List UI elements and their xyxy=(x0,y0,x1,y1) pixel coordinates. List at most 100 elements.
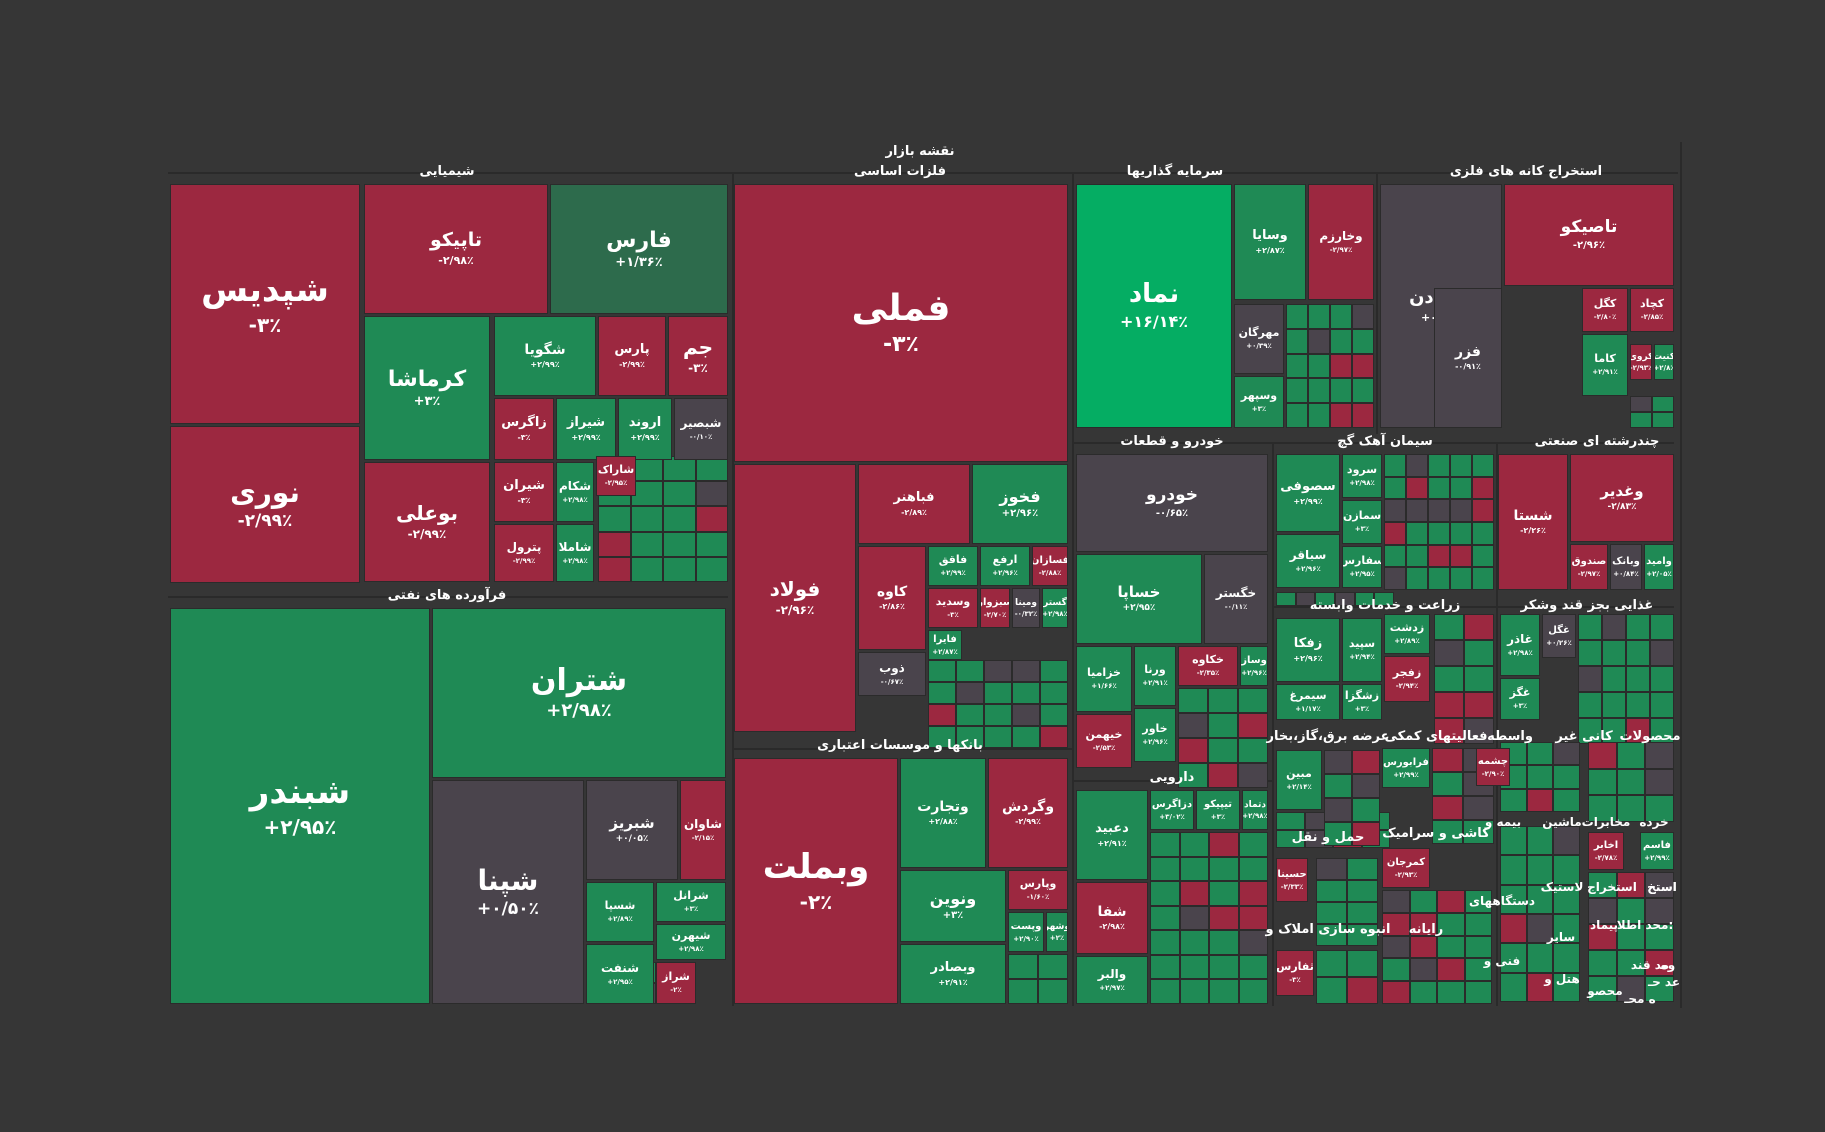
small-symbol-tile[interactable] xyxy=(1040,682,1068,704)
small-symbol-tile[interactable] xyxy=(1352,304,1374,329)
small-symbol-tile[interactable] xyxy=(1324,822,1352,846)
small-symbol-tile[interactable] xyxy=(1208,763,1238,788)
symbol-tile[interactable]: فایرا +۲/۸۷٪ xyxy=(928,630,962,660)
symbol-tile[interactable]: بوعلی -۲/۹۹٪ xyxy=(364,462,490,582)
small-symbol-tile[interactable] xyxy=(984,704,1012,726)
symbol-tile[interactable]: صندوق -۲/۹۷٪ xyxy=(1570,544,1608,590)
small-symbol-tile[interactable] xyxy=(1324,774,1352,798)
small-symbol-tile[interactable] xyxy=(1553,943,1580,973)
small-symbol-tile[interactable] xyxy=(1382,912,1410,936)
small-symbol-tile[interactable] xyxy=(1179,930,1209,955)
small-symbol-tile[interactable] xyxy=(695,506,728,532)
symbol-tile[interactable]: زفجر -۲/۹۴٪ xyxy=(1384,656,1430,702)
symbol-tile[interactable]: زاگرس -۳٪ xyxy=(494,398,554,460)
symbol-tile[interactable]: شبندر +۲/۹۵٪ xyxy=(170,608,430,1004)
small-symbol-tile[interactable] xyxy=(1434,614,1464,640)
symbol-tile[interactable]: سبزوار-۲/۷۰٪ xyxy=(980,588,1010,628)
symbol-tile[interactable]: سفارس +۲/۹۵٪ xyxy=(1342,546,1382,588)
symbol-tile[interactable]: شیهرن +۲/۹۸٪ xyxy=(656,924,726,960)
small-symbol-tile[interactable] xyxy=(1463,820,1494,844)
small-symbol-tile[interactable] xyxy=(1352,822,1380,846)
small-symbol-tile[interactable] xyxy=(1409,981,1437,1004)
small-symbol-tile[interactable] xyxy=(695,481,728,507)
symbol-tile[interactable]: وگردش -۲/۹۹٪ xyxy=(988,758,1068,868)
small-symbol-tile[interactable] xyxy=(1645,976,1674,1002)
symbol-tile[interactable]: خساپا +۲/۹۵٪ xyxy=(1076,554,1202,644)
small-symbol-tile[interactable] xyxy=(1308,304,1330,329)
small-symbol-tile[interactable] xyxy=(1409,912,1437,936)
small-symbol-tile[interactable] xyxy=(1238,881,1268,906)
symbol-tile[interactable]: شاملا +۲/۹۸٪ xyxy=(556,524,594,582)
small-symbol-tile[interactable] xyxy=(1526,884,1554,914)
symbol-tile[interactable]: خگستر -۰/۱۱٪ xyxy=(1204,554,1268,644)
symbol-tile[interactable]: فملی -۳٪ xyxy=(734,184,1068,462)
small-symbol-tile[interactable] xyxy=(695,556,728,582)
small-symbol-tile[interactable] xyxy=(1330,403,1352,428)
small-symbol-tile[interactable] xyxy=(1437,890,1465,913)
small-symbol-tile[interactable] xyxy=(1652,396,1674,412)
small-symbol-tile[interactable] xyxy=(1464,912,1492,936)
symbol-tile[interactable]: حسینا -۲/۳۳٪ xyxy=(1276,858,1308,902)
small-symbol-tile[interactable] xyxy=(1526,765,1554,789)
small-symbol-tile[interactable] xyxy=(1616,924,1646,950)
small-symbol-tile[interactable] xyxy=(1630,396,1652,412)
symbol-tile[interactable]: زشگزا +۳٪ xyxy=(1342,684,1382,720)
symbol-tile[interactable]: کرماشا +۳٪ xyxy=(364,316,490,460)
symbol-tile[interactable]: فارس +۱/۳۶٪ xyxy=(550,184,728,314)
small-symbol-tile[interactable] xyxy=(1316,977,1347,1004)
small-symbol-tile[interactable] xyxy=(1178,688,1208,713)
small-symbol-tile[interactable] xyxy=(1526,788,1554,812)
small-symbol-tile[interactable] xyxy=(1472,522,1494,545)
small-symbol-tile[interactable] xyxy=(1382,958,1410,982)
small-symbol-tile[interactable] xyxy=(1500,914,1527,944)
symbol-tile[interactable]: وسایا +۲/۸۷٪ xyxy=(1234,184,1306,300)
small-symbol-tile[interactable] xyxy=(598,506,631,532)
small-symbol-tile[interactable] xyxy=(928,726,956,748)
small-symbol-tile[interactable] xyxy=(1526,826,1554,856)
symbol-tile[interactable]: پارس -۲/۹۹٪ xyxy=(598,316,666,396)
symbol-tile[interactable]: کگل -۲/۸۰٪ xyxy=(1582,288,1628,332)
small-symbol-tile[interactable] xyxy=(1238,763,1268,788)
symbol-tile[interactable]: سیمرغ +۱/۱۷٪ xyxy=(1276,684,1340,720)
small-symbol-tile[interactable] xyxy=(1330,304,1352,329)
small-symbol-tile[interactable] xyxy=(630,556,663,582)
small-symbol-tile[interactable] xyxy=(1347,924,1378,946)
symbol-tile[interactable]: شستا -۲/۲۶٪ xyxy=(1498,454,1568,590)
small-symbol-tile[interactable] xyxy=(928,682,956,704)
symbol-tile[interactable]: کاما +۲/۹۱٪ xyxy=(1582,334,1628,396)
small-symbol-tile[interactable] xyxy=(1645,950,1674,976)
small-symbol-tile[interactable] xyxy=(598,531,631,557)
small-symbol-tile[interactable] xyxy=(1238,832,1268,857)
small-symbol-tile[interactable] xyxy=(1437,981,1465,1004)
symbol-tile[interactable]: زدشت +۲/۸۹٪ xyxy=(1384,614,1430,654)
small-symbol-tile[interactable] xyxy=(1238,954,1268,980)
small-symbol-tile[interactable] xyxy=(1553,742,1580,766)
symbol-tile[interactable]: سباقر +۲/۹۶٪ xyxy=(1276,534,1340,588)
small-symbol-tile[interactable] xyxy=(1464,958,1492,982)
small-symbol-tile[interactable] xyxy=(1316,924,1347,946)
small-symbol-tile[interactable] xyxy=(1437,912,1465,936)
small-symbol-tile[interactable] xyxy=(1553,826,1580,856)
small-symbol-tile[interactable] xyxy=(1040,660,1068,682)
symbol-tile[interactable]: سرود +۲/۹۸٪ xyxy=(1342,454,1382,498)
symbol-tile[interactable]: سپید +۲/۹۴٪ xyxy=(1342,618,1382,682)
symbol-tile[interactable]: سصوفی +۲/۹۹٪ xyxy=(1276,454,1340,532)
small-symbol-tile[interactable] xyxy=(1553,788,1580,812)
symbol-tile[interactable]: فرابورس +۲/۹۹٪ xyxy=(1382,748,1430,788)
symbol-tile[interactable]: شپنا +۰/۵۰٪ xyxy=(432,780,584,1004)
small-symbol-tile[interactable] xyxy=(1588,872,1617,898)
small-symbol-tile[interactable] xyxy=(1578,692,1602,718)
symbol-tile[interactable]: شراز -۲٪ xyxy=(656,962,696,1004)
small-symbol-tile[interactable] xyxy=(1008,954,1038,979)
small-symbol-tile[interactable] xyxy=(1645,898,1674,924)
symbol-tile[interactable]: وامید +۲/۰۵٪ xyxy=(1644,544,1674,590)
small-symbol-tile[interactable] xyxy=(695,456,728,482)
small-symbol-tile[interactable] xyxy=(1308,378,1330,404)
small-symbol-tile[interactable] xyxy=(1406,454,1428,477)
small-symbol-tile[interactable] xyxy=(956,726,984,748)
small-symbol-tile[interactable] xyxy=(1406,522,1428,545)
small-symbol-tile[interactable] xyxy=(695,531,728,557)
small-symbol-tile[interactable] xyxy=(1526,914,1554,944)
small-symbol-tile[interactable] xyxy=(984,726,1012,748)
small-symbol-tile[interactable] xyxy=(1450,476,1472,500)
